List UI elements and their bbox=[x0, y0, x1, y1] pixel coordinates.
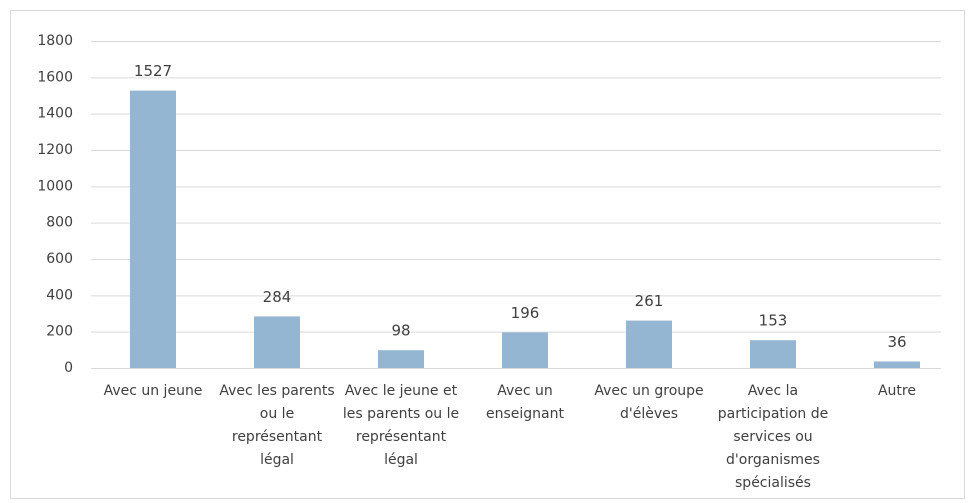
x-tick-label: Avec la participation de services ou d'orga… bbox=[718, 383, 828, 491]
data-label: 196 bbox=[511, 304, 540, 322]
y-tick-label: 0 bbox=[64, 360, 73, 376]
x-tick-label: Avec les parents ou le représentant légal bbox=[219, 383, 334, 468]
bar bbox=[130, 90, 176, 368]
data-label: 261 bbox=[635, 292, 664, 310]
bar bbox=[502, 332, 548, 368]
y-tick-label: 800 bbox=[46, 215, 73, 231]
data-label: 153 bbox=[759, 312, 788, 330]
data-label: 98 bbox=[391, 322, 410, 340]
x-tick-label: Avec un jeune bbox=[104, 383, 203, 399]
y-tick-label: 600 bbox=[46, 251, 73, 267]
bar bbox=[378, 350, 424, 368]
y-tick-label: 1600 bbox=[37, 69, 73, 85]
data-label: 284 bbox=[263, 288, 292, 306]
x-tick-label: Avec le jeune et les parents ou le représe… bbox=[343, 383, 459, 468]
x-tick-label: Avec un groupe d'élèves bbox=[594, 383, 703, 422]
data-label: 1527 bbox=[134, 62, 172, 80]
data-label: 36 bbox=[887, 333, 906, 351]
y-tick-label: 1200 bbox=[37, 142, 73, 158]
y-tick-label: 1800 bbox=[37, 33, 73, 49]
y-tick-label: 400 bbox=[46, 287, 73, 303]
bar bbox=[254, 316, 300, 368]
y-tick-label: 200 bbox=[46, 324, 73, 340]
y-tick-label: 1400 bbox=[37, 106, 73, 122]
bar bbox=[874, 361, 920, 368]
x-tick-label: Avec un enseignant bbox=[486, 383, 564, 422]
y-tick-label: 1000 bbox=[37, 178, 73, 194]
x-tick-label: Autre bbox=[878, 383, 916, 399]
bar bbox=[626, 320, 672, 368]
bar bbox=[750, 340, 796, 368]
